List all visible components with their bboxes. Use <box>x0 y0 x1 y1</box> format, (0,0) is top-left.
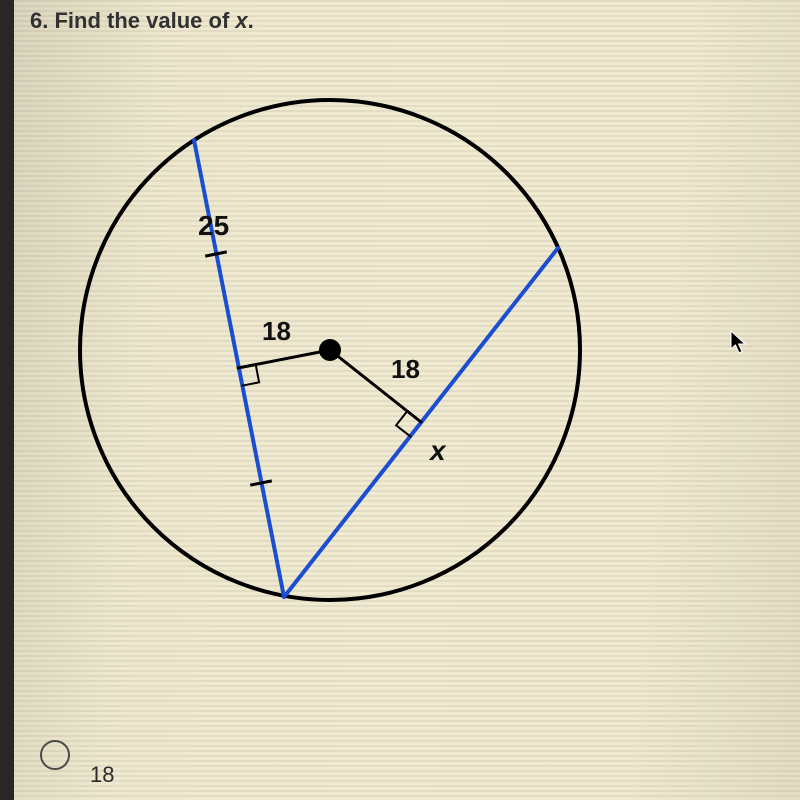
tick-left_bottom <box>250 481 272 485</box>
diagram-svg: 25 18 18 x <box>30 40 630 660</box>
question-number: 6. <box>30 8 48 33</box>
question-text: 6. Find the value of x. <box>30 8 254 34</box>
geometry-diagram: 25 18 18 x <box>30 40 630 665</box>
question-variable: x <box>235 8 247 33</box>
answer-option-value: 18 <box>90 762 114 788</box>
answer-option-row[interactable]: 18 <box>40 740 114 788</box>
question-prompt: Find the value of <box>54 8 229 33</box>
label-18-left: 18 <box>262 316 291 346</box>
label-25: 25 <box>198 210 229 241</box>
center-point <box>319 339 341 361</box>
question-suffix: . <box>248 8 254 33</box>
label-18-right: 18 <box>391 354 420 384</box>
tick-left_top <box>205 252 227 256</box>
mouse-cursor-icon <box>730 330 750 356</box>
radio-unselected-icon[interactable] <box>40 740 70 770</box>
label-x: x <box>428 435 447 466</box>
page-root: 6. Find the value of x. 25 18 18 x 18 <box>0 0 800 800</box>
perpendicular-left <box>238 350 330 368</box>
film-edge <box>0 0 14 800</box>
